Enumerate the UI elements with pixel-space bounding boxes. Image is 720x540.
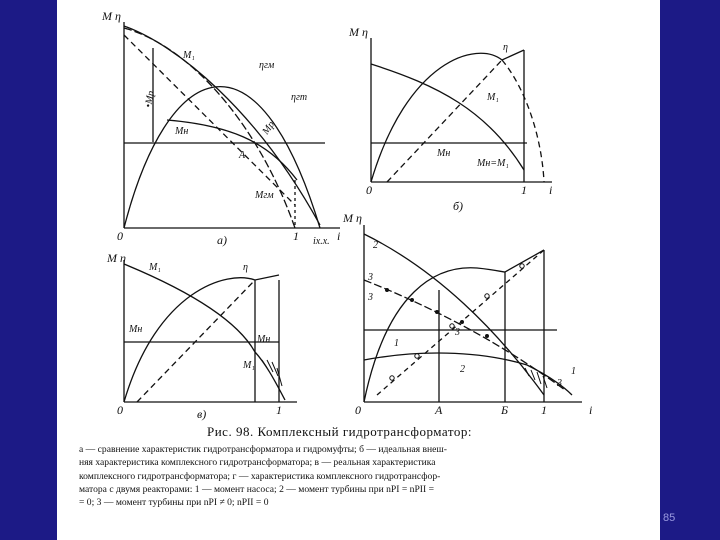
panel-d-y-axis-label: M η [342, 211, 362, 225]
panel-a-origin-label: 0 [117, 229, 123, 243]
panel-c-curve-eta [123, 274, 280, 403]
panel-d-curve-label: 1 [394, 338, 399, 349]
panel-a-y-axis-label: M η [101, 9, 121, 23]
panel-c [123, 260, 297, 403]
description-line: матора с двумя реакторами: 1 — момент на… [79, 483, 434, 495]
panel-c-curve-label: M₁ [242, 360, 255, 371]
panel-b-tick-1: 1 [521, 183, 527, 197]
panel-b-curve-label: η [503, 42, 508, 53]
panel-b-curve-mn [386, 59, 503, 183]
panel-a-curve-label: A [238, 150, 246, 161]
panel-b [370, 38, 552, 183]
panel-d-point [410, 298, 414, 302]
panel-d-open-point [484, 293, 490, 299]
panel-c-curve-label: η [243, 262, 248, 273]
panel-a-curve-label: Mр [260, 119, 277, 137]
panel-a-curve-eta-gm [123, 34, 296, 206]
panel-c-tick-1: 1 [276, 403, 282, 417]
page-number: 85 [663, 512, 676, 524]
panel-a-curve-label: ηгм [259, 60, 275, 71]
panel-d-curve-label: 3 [454, 327, 460, 338]
panel-d-point [435, 310, 439, 314]
panel-a-x-axis-label: i [337, 229, 340, 243]
panel-c-curve-m1-low [254, 351, 286, 401]
panel-d-point [385, 288, 389, 292]
panel-a-curve-label: •Mр [143, 90, 157, 108]
panel-d-tick-b: Б [500, 403, 508, 417]
figure-98: M η 0 1 iх.х. i а) M₁ ηгм ηгт Mн Mр A Mг… [101, 9, 592, 425]
panel-d-curve-label: 3 [556, 378, 562, 389]
panel-b-curve-eta [370, 49, 525, 183]
panel-d-open-point [414, 353, 420, 359]
description-line: комплексного гидротрансформатора; г — ха… [79, 470, 441, 482]
panel-b-curve-m1 [370, 63, 525, 171]
description-line: няя характеристика комплексного гидротра… [79, 457, 436, 469]
figure-description: а — сравнение характеристик гидротрансфо… [79, 443, 651, 509]
panel-b-curve-label: M₁ [486, 92, 499, 103]
description-line: а — сравнение характеристик гидротрансфо… [79, 444, 447, 455]
panel-b-panel-label: б) [453, 199, 463, 213]
panel-a-curve-mn [166, 119, 298, 181]
panel-d-panel-label: г) [455, 423, 464, 425]
panel-d-hatch [524, 367, 548, 389]
panel-a-curve-label: Mгм [254, 190, 274, 201]
panel-d-point [485, 334, 489, 338]
panel-d-curve-label: 2 [373, 240, 378, 251]
panel-c-curve-m1 [123, 263, 256, 353]
panel-c-origin-label: 0 [117, 403, 123, 417]
panel-d-x-axis-label: i [589, 403, 592, 417]
description-line: = 0; 3 — момент турбины при nPI ≠ 0; nPI… [79, 497, 269, 509]
panel-a-curve-label: M₁ [182, 50, 195, 61]
panel-c-panel-label: в) [197, 407, 206, 421]
panel-c-y-axis-label: M η [106, 251, 126, 265]
panel-c-curve-mn [136, 279, 256, 403]
panel-d [363, 225, 582, 403]
panel-d-curve-label: 3 [367, 272, 373, 283]
panel-d-point [460, 320, 464, 324]
panel-d-curve-2 [363, 233, 545, 396]
panel-d-open-point [389, 375, 395, 381]
panel-d-tick-a: A [434, 403, 443, 417]
document-page: M η 0 1 iх.х. i а) M₁ ηгм ηгт Mн Mр A Mг… [57, 0, 660, 540]
panel-b-y-axis-label: M η [348, 25, 368, 39]
panel-a [123, 22, 340, 229]
panel-d-curve-label: 1 [571, 366, 576, 377]
panel-a-curve-eta-gt [123, 85, 321, 229]
panel-d-origin-label: 0 [355, 403, 361, 417]
panel-a-tick-ixx: iх.х. [313, 236, 330, 247]
panel-d-open-point [449, 323, 455, 329]
panel-d-open-points [389, 263, 525, 381]
panel-c-curve-label: M₁ [148, 262, 161, 273]
panel-a-curve-mgm [123, 27, 296, 229]
panel-d-open-point [519, 263, 525, 269]
panel-a-curve-label: ηгт [291, 92, 307, 103]
panel-d-tick-1: 1 [541, 403, 547, 417]
panel-b-x-axis-label: i [549, 183, 552, 197]
panel-d-points [385, 288, 489, 338]
panel-c-curve-label: Mн [256, 334, 270, 345]
panel-a-tick-1: 1 [293, 229, 299, 243]
panel-b-curve-label: Mн [436, 148, 450, 159]
panel-c-hatch [261, 359, 283, 387]
panel-b-curve-label: Mн=M₁ [476, 158, 509, 169]
panel-d-curve-eta [363, 249, 545, 403]
panel-d-curve-1 [363, 352, 573, 396]
panel-a-curve-label: Mн [174, 126, 188, 137]
panel-d-curve-label: 3 [367, 292, 373, 303]
panel-a-panel-label: а) [217, 233, 227, 247]
panel-c-curve-label: Mн [128, 324, 142, 335]
panel-b-curve-eta-dashed [501, 59, 545, 183]
panel-b-origin-label: 0 [366, 183, 372, 197]
panel-d-curve-label: 2 [460, 364, 465, 375]
figure-caption: Рис. 98. Комплексный гидротрансформатор: [207, 424, 472, 439]
